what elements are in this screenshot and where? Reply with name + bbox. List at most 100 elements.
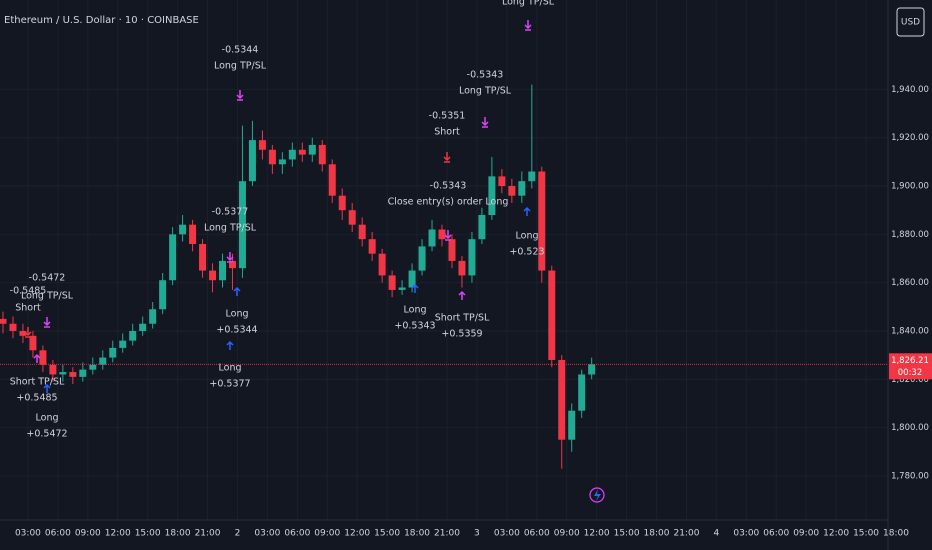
candle-body (89, 364, 97, 370)
candle-body (438, 229, 446, 240)
x-tick-label: 18:00 (404, 529, 430, 539)
candle-body (448, 239, 456, 261)
alert-icon[interactable] (589, 487, 605, 503)
trade-arrow (523, 206, 531, 216)
candle-body (49, 364, 57, 375)
y-tick-label: 1,880.00 (891, 230, 929, 240)
x-tick-label: 09:00 (75, 529, 101, 539)
trade-arrow (233, 286, 241, 296)
trade-label: -0.5472 (29, 273, 66, 284)
candle-body (29, 335, 37, 351)
candle-body (508, 186, 516, 196)
x-tick-label: 18:00 (644, 529, 670, 539)
candle-body (258, 140, 266, 150)
y-tick-label: 1,820.00 (891, 375, 929, 385)
x-tick-label: 09:00 (554, 529, 580, 539)
candle-body (498, 176, 506, 187)
candle-body (378, 253, 386, 276)
candle-body (248, 140, 256, 182)
candle-body (338, 195, 346, 211)
x-tick-label: 12:00 (105, 529, 131, 539)
candle-body (398, 287, 406, 290)
x-tick-label: 15:00 (135, 529, 161, 539)
currency-button[interactable] (896, 7, 925, 37)
candle-body (59, 372, 67, 375)
x-tick-label: 12:00 (584, 529, 610, 539)
candle-body (189, 224, 197, 245)
trade-arrow (33, 353, 41, 363)
trade-arrow (43, 383, 51, 393)
trade-label: -0.5485 (10, 286, 47, 297)
x-tick-label: 03:00 (15, 529, 41, 539)
x-tick-label: 03:00 (494, 529, 520, 539)
candle-body (548, 270, 556, 360)
trade-label: +0.5472 (26, 429, 67, 440)
time-axis-panel (0, 520, 888, 550)
x-tick-label: 15:00 (374, 529, 400, 539)
candle-body (358, 224, 366, 240)
trade-label: -0.5343 (430, 181, 467, 192)
candle-body (69, 372, 77, 377)
y-tick-label: 1,900.00 (891, 182, 929, 192)
candle-body (209, 270, 217, 281)
candle-body (318, 144, 326, 165)
x-tick-label: 12:00 (823, 529, 849, 539)
currency-label[interactable]: USD (901, 18, 920, 28)
price-label-box (889, 353, 932, 380)
candle-body (488, 176, 496, 216)
trade-label: Long TP/SL (214, 61, 267, 72)
trade-label: -0.5344 (222, 45, 259, 56)
x-tick-label: 06:00 (524, 529, 550, 539)
candle-body (368, 239, 376, 254)
x-tick-label: 21:00 (673, 529, 699, 539)
candle-body (19, 330, 27, 336)
candle-body (218, 260, 226, 281)
candle-body (149, 309, 157, 324)
y-tick-label: 1,860.00 (891, 278, 929, 288)
candle-body (169, 234, 177, 281)
trade-label: -0.5343 (467, 70, 504, 81)
candle-body (238, 181, 246, 269)
trade-label: +0.5377 (209, 379, 250, 390)
alert-bolt (594, 489, 601, 501)
x-tick-label: 18:00 (883, 529, 909, 539)
trade-arrow (481, 117, 489, 128)
candle-body (578, 374, 586, 411)
x-tick-label: 2 (235, 529, 241, 539)
trade-label: Short TP/SL (435, 313, 490, 324)
x-tick-label: 15:00 (853, 529, 879, 539)
candle-body (568, 410, 576, 440)
candle-body (518, 181, 526, 196)
candle-body (139, 323, 147, 331)
candle-body (99, 357, 107, 365)
trade-label: +0.523 (509, 247, 544, 258)
trade-label: Long TP/SL (204, 223, 257, 234)
candle-body (478, 215, 486, 240)
y-tick-label: 1,800.00 (891, 423, 929, 433)
x-tick-label: 06:00 (763, 529, 789, 539)
price-axis-panel (888, 0, 932, 550)
candle-body (328, 164, 336, 196)
candle-body (288, 149, 296, 160)
candle-body (428, 229, 436, 247)
trade-label: +0.5485 (16, 393, 57, 404)
x-tick-label: 06:00 (45, 529, 71, 539)
candle-body (298, 149, 306, 155)
trade-arrow (524, 20, 532, 31)
candle-body (278, 159, 286, 165)
candle-body (468, 239, 476, 276)
x-tick-label: 09:00 (314, 529, 340, 539)
trade-label: +0.5359 (441, 329, 482, 340)
trade-label: -0.5377 (212, 207, 249, 218)
candle-body (558, 359, 566, 440)
candle-body (119, 340, 127, 348)
candle-body (179, 224, 187, 235)
trade-arrow (226, 252, 234, 263)
y-tick-label: 1,940.00 (891, 85, 929, 95)
trade-arrow (444, 230, 452, 241)
trade-arrow (226, 340, 234, 350)
candle-body (228, 260, 236, 269)
trade-label: Long TP/SL (502, 0, 555, 8)
